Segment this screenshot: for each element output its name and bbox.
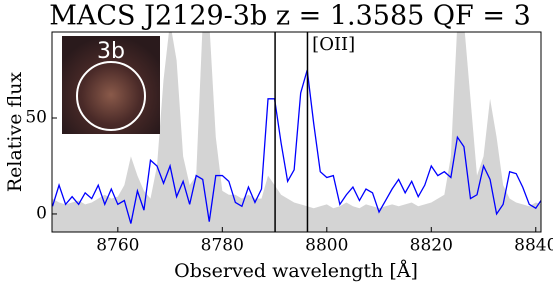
- x-tick-label: 8780: [201, 236, 244, 256]
- annotation: [OII]: [312, 34, 355, 55]
- y-tick-label: 50: [25, 107, 47, 127]
- noise-area: [52, 32, 541, 232]
- y-tick-label: 0: [36, 203, 47, 223]
- flux-line: [52, 69, 541, 224]
- y-axis-label: Relative flux: [4, 72, 26, 193]
- x-tick-label: 8800: [305, 236, 348, 256]
- inset-label: 3b: [97, 39, 125, 64]
- x-tick-label: 8840: [514, 236, 553, 256]
- x-axis-label: Observed wavelength [Å]: [174, 260, 418, 282]
- plot-frame: [51, 31, 542, 233]
- aperture-circle: [76, 61, 146, 131]
- x-tick-label: 8820: [410, 236, 453, 256]
- x-tick-label: 8760: [96, 236, 139, 256]
- chart-title: MACS J2129-3b z = 1.3585 QF = 3: [49, 1, 531, 32]
